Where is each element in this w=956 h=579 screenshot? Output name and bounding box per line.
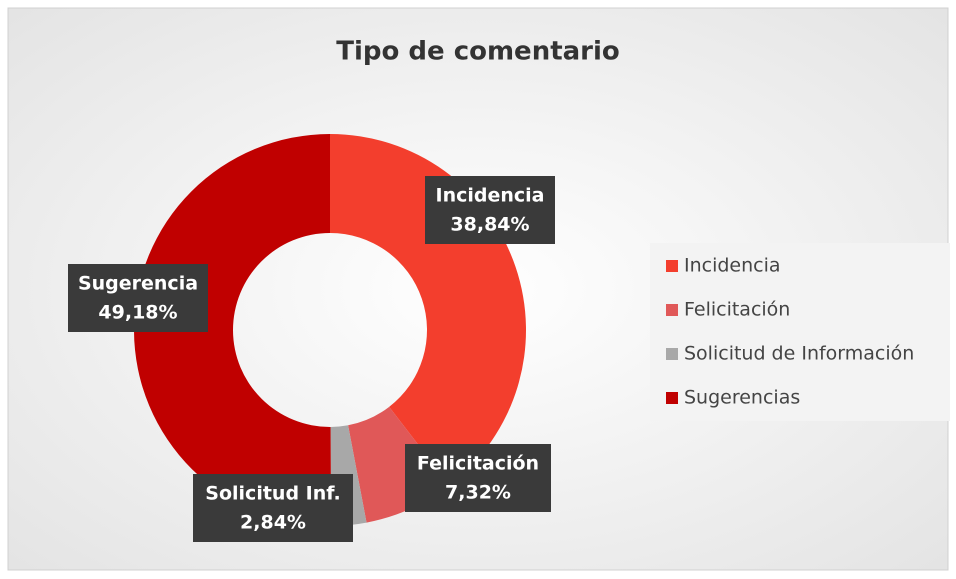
data-label-value: 49,18% — [98, 302, 177, 324]
legend-swatch — [666, 304, 678, 316]
legend-swatch — [666, 348, 678, 360]
data-label-name: Felicitación — [417, 453, 539, 475]
data-label-name: Sugerencia — [78, 273, 198, 295]
data-label-name: Solicitud Inf. — [205, 483, 340, 505]
donut-slice — [134, 134, 332, 526]
data-label-box — [193, 474, 353, 542]
data-label-name: Incidencia — [436, 185, 545, 207]
chart-title: Tipo de comentario — [336, 37, 620, 67]
data-label-box — [68, 264, 208, 332]
legend-box — [650, 243, 950, 421]
data-label-value: 2,84% — [240, 512, 306, 534]
data-label-box — [425, 176, 555, 244]
legend-label: Incidencia — [684, 255, 781, 277]
data-label-value: 7,32% — [445, 482, 511, 504]
legend-label: Felicitación — [684, 299, 790, 321]
legend-swatch — [666, 392, 678, 404]
legend-swatch — [666, 260, 678, 272]
legend-label: Solicitud de Información — [684, 343, 914, 365]
legend-label: Sugerencias — [684, 387, 800, 409]
data-label-value: 38,84% — [450, 214, 529, 236]
data-label-box — [405, 444, 551, 512]
